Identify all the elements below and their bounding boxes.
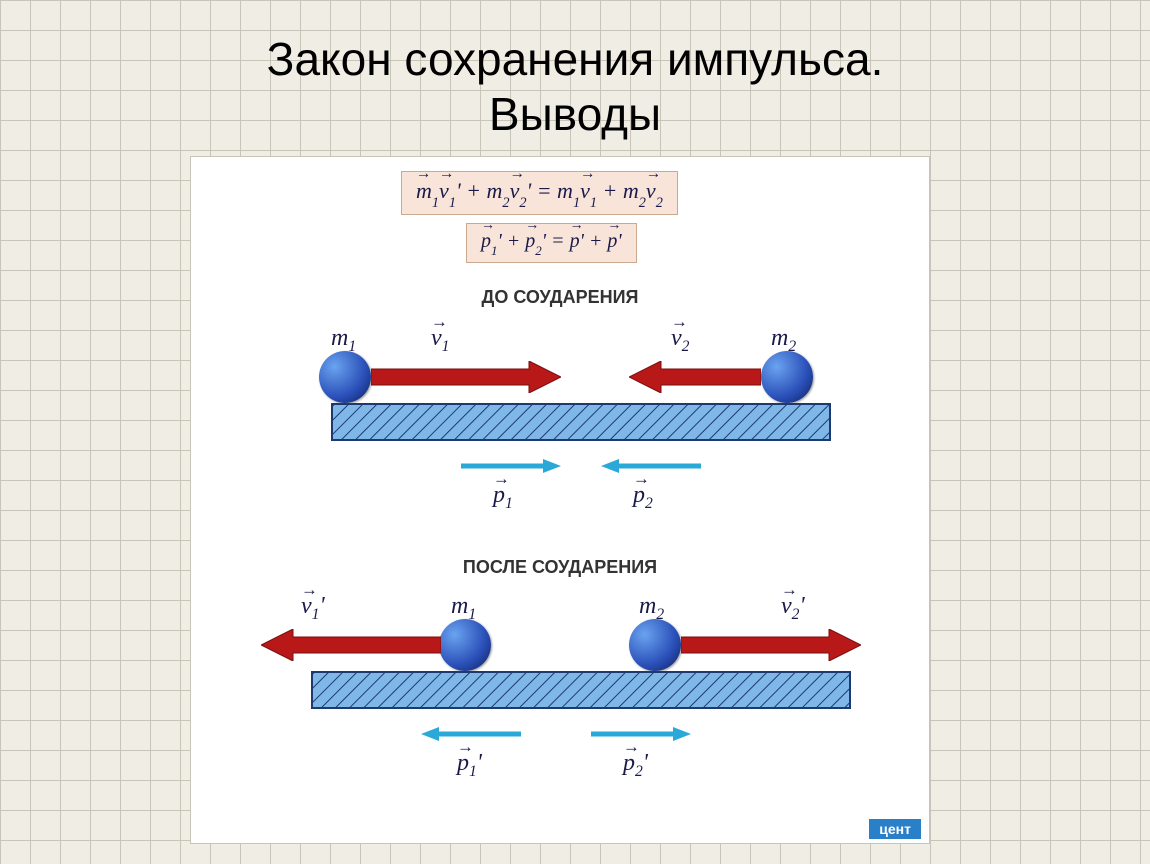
title-line-2: Выводы — [489, 88, 661, 140]
ball-m1-after — [439, 619, 491, 671]
arrow-p2-after — [591, 725, 691, 743]
label-v2-after: v2' — [781, 593, 805, 624]
arrow-p2-before — [601, 457, 701, 475]
label-p2-before: p2 — [633, 482, 653, 513]
platform-after — [311, 671, 851, 709]
diagram-panel: m1v1' + m2v2' = m1v1 + m2v2 p1' + p2' = … — [190, 156, 930, 844]
formula-momentum-p: p1' + p2' = p' + p' — [466, 223, 637, 263]
label-p1-after: p1' — [457, 750, 482, 781]
arrow-v2-before — [629, 361, 761, 393]
formula-momentum-mv: m1v1' + m2v2' = m1v1 + m2v2 — [401, 171, 678, 215]
ball-m2-before — [761, 351, 813, 403]
label-v1-after: v1' — [301, 593, 325, 624]
platform-before — [331, 403, 831, 441]
title-line-1: Закон сохранения импульса. — [267, 33, 884, 85]
label-p2-after: p2' — [623, 750, 648, 781]
section-before-label: ДО СОУДАРЕНИЯ — [191, 287, 929, 308]
label-p1-before: p1 — [493, 482, 513, 513]
arrow-v2-after — [681, 629, 861, 661]
label-v1-before: v1 — [431, 325, 449, 356]
arrow-p1-before — [461, 457, 561, 475]
slide-title: Закон сохранения импульса. Выводы — [0, 32, 1150, 142]
arrow-v1-before — [371, 361, 561, 393]
watermark-logo: цент — [869, 819, 921, 839]
slide-background: Закон сохранения импульса. Выводы m1v1' … — [0, 0, 1150, 864]
arrow-v1-after — [261, 629, 441, 661]
ball-m2-after — [629, 619, 681, 671]
section-after-label: ПОСЛЕ СОУДАРЕНИЯ — [191, 557, 929, 578]
ball-m1-before — [319, 351, 371, 403]
label-v2-before: v2 — [671, 325, 689, 356]
